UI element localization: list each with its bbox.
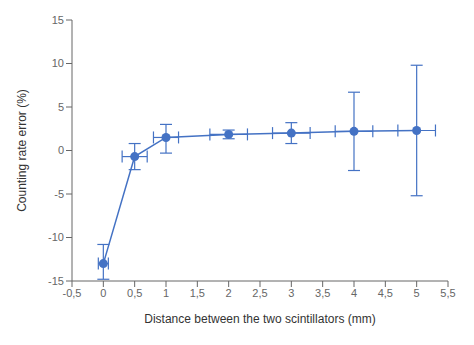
svg-text:Distance between the two scint: Distance between the two scintillators (… <box>144 312 375 326</box>
svg-text:2,5: 2,5 <box>252 287 267 299</box>
svg-text:10: 10 <box>52 57 64 69</box>
svg-text:15: 15 <box>52 14 64 26</box>
svg-text:1,5: 1,5 <box>190 287 205 299</box>
svg-text:0: 0 <box>58 144 64 156</box>
svg-text:1: 1 <box>163 287 169 299</box>
svg-text:3: 3 <box>288 287 294 299</box>
svg-text:4: 4 <box>351 287 357 299</box>
svg-text:-5: -5 <box>54 188 64 200</box>
svg-text:0: 0 <box>100 287 106 299</box>
svg-text:-10: -10 <box>48 231 64 243</box>
svg-text:3,5: 3,5 <box>315 287 330 299</box>
svg-text:4,5: 4,5 <box>378 287 393 299</box>
svg-text:2: 2 <box>226 287 232 299</box>
svg-text:5: 5 <box>58 101 64 113</box>
svg-text:-0,5: -0,5 <box>63 287 82 299</box>
svg-text:Counting rate error (%): Counting rate error (%) <box>15 89 29 212</box>
svg-text:5,5: 5,5 <box>440 287 455 299</box>
svg-text:-15: -15 <box>48 275 64 287</box>
svg-text:5: 5 <box>414 287 420 299</box>
svg-text:0,5: 0,5 <box>127 287 142 299</box>
